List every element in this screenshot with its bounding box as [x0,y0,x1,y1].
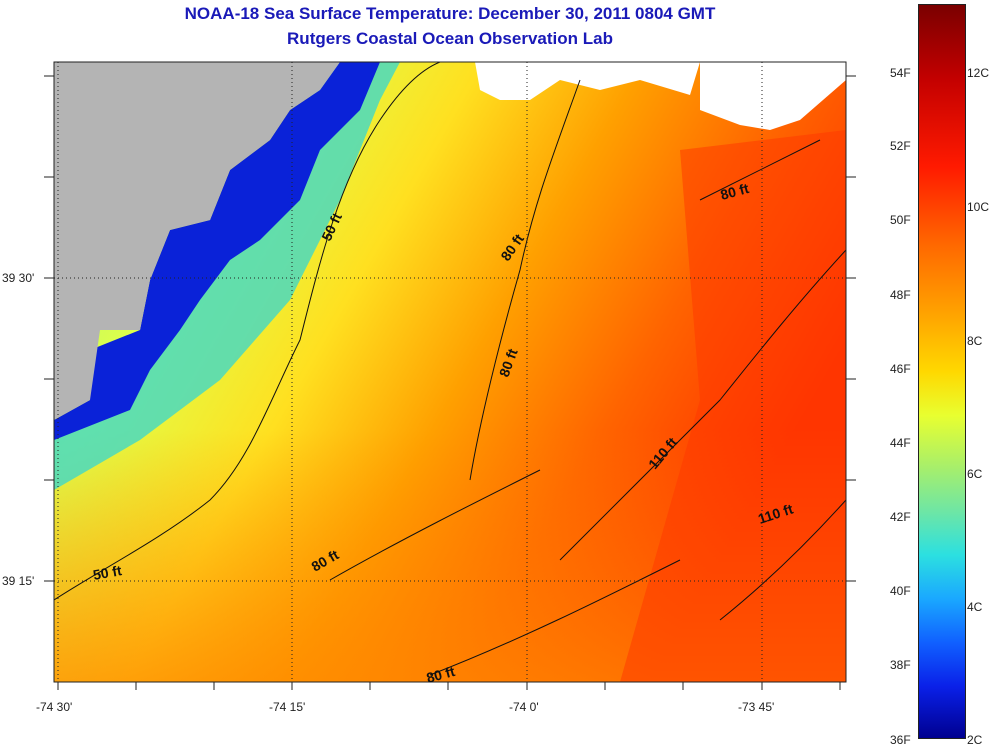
cloud-area-north [475,62,700,100]
x-tick-label: -74 30' [36,700,73,714]
colorbar-label-f: 48F [890,288,911,302]
colorbar-label-c: 10C [967,200,990,214]
bathymetry-contours [54,62,846,676]
colorbar-label-f: 42F [890,510,911,524]
colorbar-label-c: 8C [967,334,983,348]
land-mass [54,62,340,420]
colorbar-label-f: 46F [890,362,911,376]
colorbar-label-c: 6C [967,467,983,481]
sst-cold-nearshore [54,62,380,440]
y-tick-label: 39 15' [2,574,35,588]
colorbar-label-f: 54F [890,66,911,80]
colorbar-label-f: 36F [890,733,911,747]
cloud-area-northeast [700,62,846,130]
graticule [54,62,846,682]
map-subtitle: Rutgers Coastal Ocean Observation Lab [287,29,613,48]
contour-label-80ft-northeast: 80 ft [719,180,751,203]
colorbar-label-f: 52F [890,139,911,153]
temperature-colorbar [918,4,966,739]
sst-warm-core [620,130,846,682]
map-frame [53,61,847,683]
y-tick-label: 39 30' [2,271,35,285]
x-tick-label: -74 15' [269,700,306,714]
colorbar-label-f: 40F [890,584,911,598]
colorbar-label-f: 50F [890,213,911,227]
contour-label-50ft-south: 50 ft [92,562,123,583]
colorbar-label-c: 12C [967,66,990,80]
contour-label-80ft-south: 80 ft [425,663,457,686]
colorbar-label-f: 38F [890,658,911,672]
colorbar-label-c: 4C [967,600,983,614]
colorbar-label-c: 2C [967,733,983,747]
axis-ticks [44,75,856,690]
colorbar-label-f: 44F [890,436,911,450]
x-tick-label: -74 0' [509,700,539,714]
map-title: NOAA-18 Sea Surface Temperature: Decembe… [184,4,716,23]
x-tick-label: -73 45' [738,700,775,714]
